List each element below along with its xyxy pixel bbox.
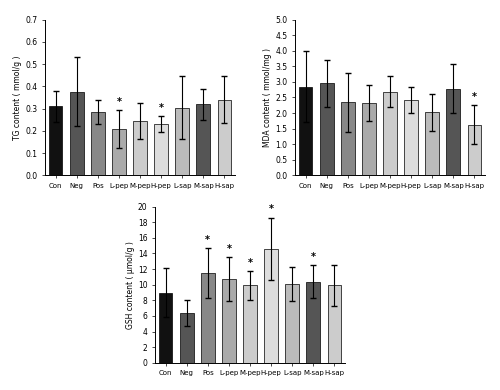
Bar xyxy=(468,125,481,176)
Bar xyxy=(404,100,418,176)
Bar xyxy=(264,249,278,363)
Bar xyxy=(196,104,210,176)
Bar xyxy=(306,282,320,363)
Bar xyxy=(286,284,299,363)
Bar xyxy=(180,313,194,363)
Bar xyxy=(383,92,397,176)
Bar xyxy=(426,112,439,176)
Text: *: * xyxy=(158,103,164,113)
Y-axis label: TG content ( mmol/g ): TG content ( mmol/g ) xyxy=(14,55,22,140)
Text: *: * xyxy=(268,204,274,215)
Y-axis label: MDA content ( mmol/mg ): MDA content ( mmol/mg ) xyxy=(264,48,272,147)
Bar xyxy=(133,121,147,176)
Text: *: * xyxy=(311,252,316,262)
Bar xyxy=(320,83,334,176)
Bar xyxy=(362,103,376,176)
Bar xyxy=(446,89,460,176)
Bar xyxy=(201,273,214,363)
Text: *: * xyxy=(226,244,232,254)
Bar xyxy=(243,285,257,363)
Bar xyxy=(341,102,354,176)
Text: *: * xyxy=(116,97,121,106)
Bar xyxy=(154,124,168,176)
Y-axis label: GSH content ( μmol/g ): GSH content ( μmol/g ) xyxy=(126,241,135,329)
Bar xyxy=(158,292,172,363)
Bar xyxy=(176,108,189,176)
Bar xyxy=(222,279,236,363)
Text: *: * xyxy=(248,258,252,268)
Bar xyxy=(91,112,104,176)
Bar xyxy=(112,129,126,176)
Bar xyxy=(70,92,84,176)
Bar xyxy=(218,100,232,176)
Text: *: * xyxy=(206,235,210,245)
Bar xyxy=(48,106,62,176)
Text: *: * xyxy=(472,92,477,102)
Bar xyxy=(298,87,312,176)
Bar xyxy=(328,285,342,363)
